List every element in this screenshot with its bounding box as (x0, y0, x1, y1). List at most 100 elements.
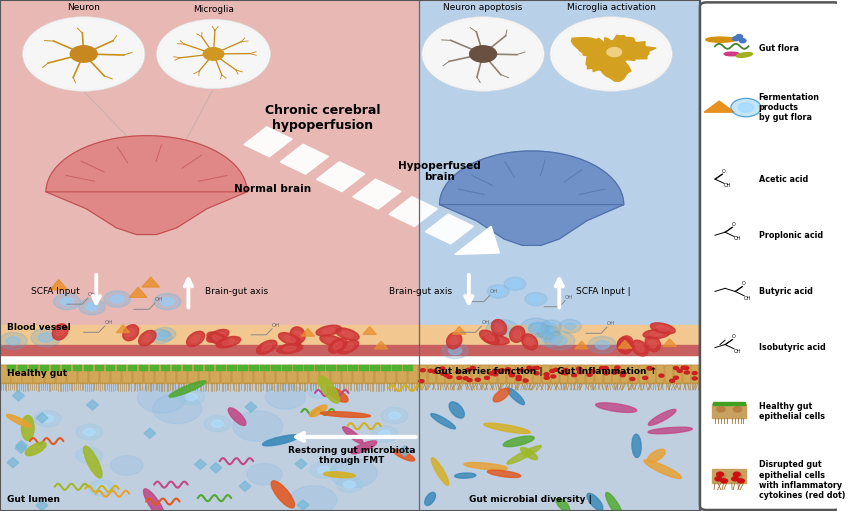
Bar (533, 365, 542, 383)
Bar (66, 365, 77, 383)
Bar (428, 365, 436, 383)
Circle shape (289, 485, 337, 511)
Ellipse shape (485, 334, 494, 341)
Text: Chronic cerebral
hypoperfusion: Chronic cerebral hypoperfusion (264, 104, 380, 132)
Polygon shape (297, 500, 309, 510)
Polygon shape (245, 402, 257, 412)
Circle shape (530, 295, 542, 303)
Ellipse shape (621, 342, 629, 350)
Circle shape (486, 319, 518, 340)
Circle shape (265, 385, 306, 409)
Bar (386, 365, 396, 383)
Ellipse shape (22, 415, 34, 440)
Circle shape (590, 370, 595, 373)
Circle shape (534, 372, 539, 375)
Ellipse shape (276, 343, 303, 354)
Ellipse shape (53, 324, 68, 340)
Bar (342, 365, 352, 383)
Circle shape (529, 322, 549, 335)
Ellipse shape (326, 338, 338, 343)
Circle shape (739, 103, 753, 112)
Circle shape (467, 379, 472, 382)
Bar (507, 365, 515, 383)
Bar (227, 365, 236, 369)
Polygon shape (301, 329, 314, 336)
Bar (568, 365, 577, 383)
Ellipse shape (320, 335, 344, 346)
Bar (139, 365, 147, 369)
Bar (40, 365, 48, 369)
Bar (639, 365, 647, 383)
Circle shape (541, 320, 561, 333)
Circle shape (389, 412, 400, 419)
Bar (84, 365, 92, 369)
Bar (100, 365, 109, 383)
Circle shape (307, 382, 333, 399)
Circle shape (529, 368, 534, 371)
Bar (89, 365, 99, 383)
Bar (121, 365, 132, 383)
Ellipse shape (734, 473, 742, 478)
Bar (205, 365, 214, 369)
Polygon shape (239, 481, 251, 491)
Circle shape (42, 415, 53, 422)
Circle shape (740, 39, 746, 43)
Ellipse shape (487, 470, 521, 477)
Bar (260, 365, 269, 369)
Text: OH: OH (565, 294, 573, 299)
Bar (712, 404, 729, 417)
Ellipse shape (455, 473, 476, 478)
Circle shape (647, 367, 652, 370)
Text: SCFA Input: SCFA Input (31, 287, 79, 296)
Circle shape (84, 452, 95, 459)
Bar (480, 365, 488, 383)
Circle shape (543, 329, 554, 336)
Circle shape (84, 429, 96, 436)
Polygon shape (399, 446, 411, 456)
Polygon shape (13, 391, 24, 401)
Circle shape (559, 319, 581, 333)
Circle shape (158, 20, 269, 88)
Ellipse shape (191, 335, 200, 343)
Circle shape (734, 472, 740, 476)
Ellipse shape (657, 326, 669, 331)
Circle shape (34, 410, 61, 427)
Bar (691, 365, 700, 383)
Bar (364, 365, 375, 383)
Bar (630, 365, 638, 383)
Circle shape (441, 372, 446, 375)
Text: OH: OH (155, 297, 164, 302)
Ellipse shape (490, 337, 503, 342)
Bar (77, 365, 88, 383)
Circle shape (330, 459, 377, 487)
Ellipse shape (326, 387, 348, 402)
Polygon shape (15, 443, 27, 453)
Bar (249, 365, 257, 369)
Bar (183, 365, 191, 369)
Circle shape (420, 369, 425, 372)
Circle shape (563, 368, 568, 371)
Bar (489, 365, 498, 383)
Text: Microglia: Microglia (193, 5, 234, 14)
Ellipse shape (271, 481, 294, 508)
Text: Normal brain: Normal brain (234, 184, 312, 194)
Bar (551, 365, 559, 383)
Ellipse shape (324, 472, 355, 478)
Circle shape (670, 379, 675, 382)
Ellipse shape (144, 489, 165, 511)
Bar (165, 365, 176, 383)
Bar (480, 365, 488, 383)
Bar (62, 365, 71, 369)
Text: Restoring gut microbiota
through FMT: Restoring gut microbiota through FMT (288, 446, 415, 465)
Circle shape (247, 463, 282, 485)
Polygon shape (144, 428, 156, 438)
Circle shape (692, 371, 697, 375)
Bar (612, 365, 621, 383)
Bar (18, 365, 26, 369)
Bar (117, 365, 126, 369)
Circle shape (71, 46, 97, 62)
Bar (22, 365, 33, 383)
Ellipse shape (643, 329, 670, 339)
Ellipse shape (290, 327, 305, 343)
Bar (51, 365, 59, 369)
